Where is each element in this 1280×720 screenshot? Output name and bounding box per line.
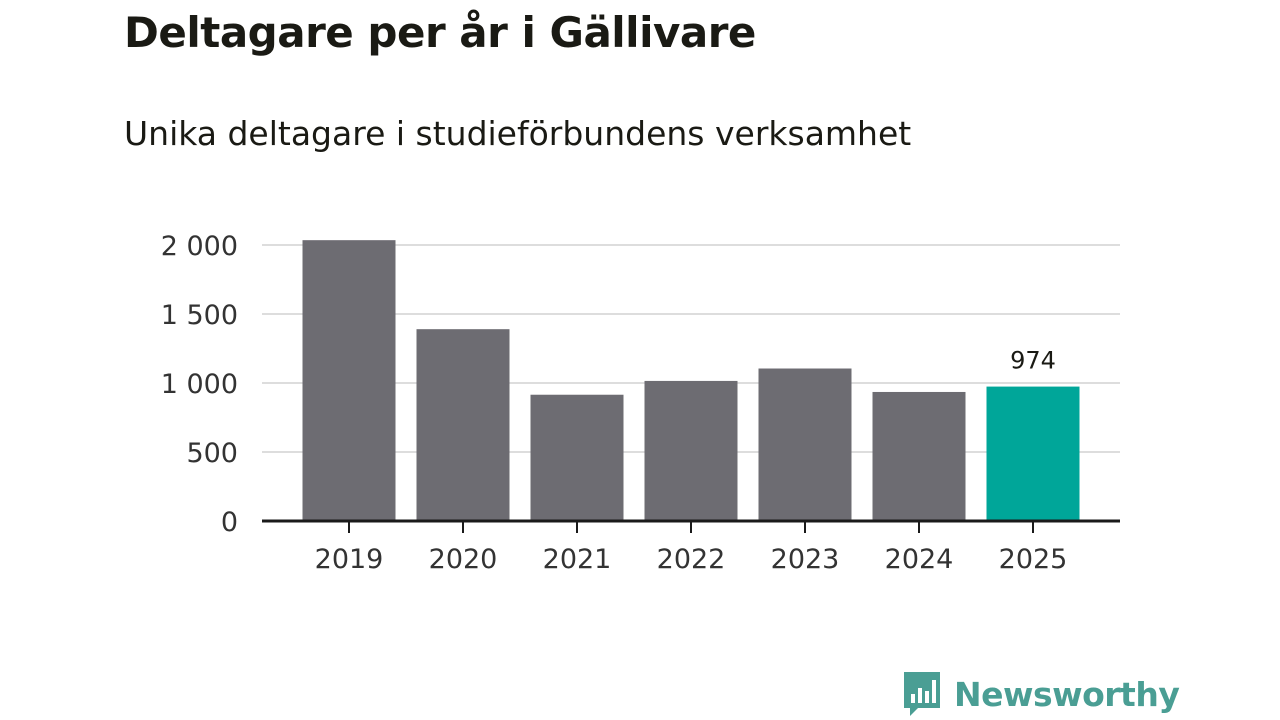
x-tick-label: 2024 [885, 544, 954, 575]
bar-2019 [302, 240, 396, 522]
bar-2024 [872, 391, 966, 521]
bar-2025 [986, 386, 1080, 521]
y-tick-label: 500 [186, 438, 238, 469]
x-tick-label: 2019 [315, 544, 384, 575]
x-tick-label: 2023 [771, 544, 840, 575]
bar-2023 [758, 368, 852, 521]
bar-chart-speech-bubble-icon [904, 672, 940, 716]
newsworthy-logo: Newsworthy [902, 670, 1180, 718]
x-tick-label: 2025 [999, 544, 1068, 575]
chart-title: Deltagare per år i Gällivare [124, 8, 756, 57]
bar-2021 [530, 394, 624, 521]
chart-subtitle: Unika deltagare i studieförbundens verks… [124, 114, 912, 153]
y-tick-label: 1 500 [161, 300, 238, 331]
y-tick-label: 2 000 [161, 231, 238, 262]
x-tick-label: 2021 [543, 544, 612, 575]
brand-name: Newsworthy [954, 674, 1180, 714]
y-tick-label: 1 000 [161, 369, 238, 400]
data-label: 974 [1010, 347, 1056, 375]
bar-2020 [416, 329, 510, 521]
x-tick-label: 2022 [657, 544, 726, 575]
x-tick-label: 2020 [429, 544, 498, 575]
y-tick-label: 0 [221, 507, 238, 538]
bar-2022 [644, 380, 738, 521]
